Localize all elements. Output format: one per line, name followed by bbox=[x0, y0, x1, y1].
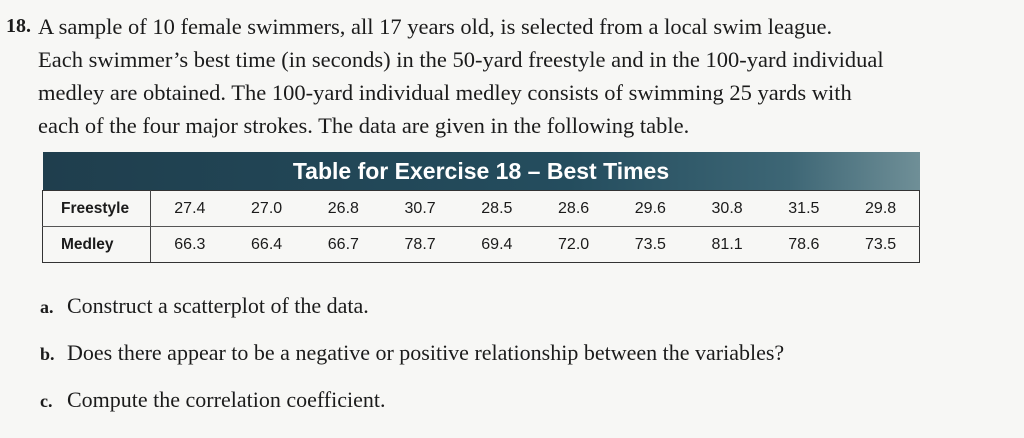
exercise-18: 18. A sample of 10 female swimmers, all … bbox=[6, 10, 911, 142]
question-text: Compute the correlation coefficient. bbox=[67, 387, 386, 412]
table-cell: 31.5 bbox=[765, 190, 843, 227]
question-letter: a. bbox=[40, 297, 54, 317]
question-list: a. Construct a scatterplot of the data. b… bbox=[40, 283, 784, 424]
table-cell: 27.0 bbox=[228, 190, 305, 227]
best-times-table: Table for Exercise 18 – Best Times Frees… bbox=[42, 152, 920, 263]
exercise-line-2: Each swimmer’s best time (in seconds) in… bbox=[38, 47, 884, 72]
table-cell: 73.5 bbox=[842, 226, 920, 263]
table-cell: 81.1 bbox=[688, 226, 766, 263]
table-cell: 78.7 bbox=[381, 226, 459, 263]
table-row-freestyle: Freestyle 27.4 27.0 26.8 30.7 28.5 28.6 … bbox=[42, 190, 920, 227]
exercise-line-3: medley are obtained. The 100-yard indivi… bbox=[38, 80, 852, 105]
question-b: b. Does there appear to be a negative or … bbox=[40, 330, 784, 377]
table-cell: 28.5 bbox=[458, 190, 536, 227]
table-cell: 27.4 bbox=[150, 190, 229, 227]
table-cell: 73.5 bbox=[611, 226, 689, 263]
data-table: Table for Exercise 18 – Best Times Frees… bbox=[42, 152, 920, 263]
table-cell: 66.7 bbox=[304, 226, 382, 263]
question-text: Construct a scatterplot of the data. bbox=[67, 293, 369, 318]
question-text: Does there appear to be a negative or po… bbox=[67, 340, 785, 365]
table-cell: 66.3 bbox=[150, 226, 229, 263]
question-c: c. Compute the correlation coefficient. bbox=[40, 377, 784, 424]
exercise-number: 18. bbox=[6, 15, 31, 37]
question-letter: b. bbox=[40, 344, 55, 364]
exercise-line-4: each of the four major strokes. The data… bbox=[38, 113, 690, 138]
table-cell: 30.7 bbox=[381, 190, 459, 227]
table-row-medley: Medley 66.3 66.4 66.7 78.7 69.4 72.0 73.… bbox=[42, 226, 920, 263]
question-a: a. Construct a scatterplot of the data. bbox=[40, 283, 784, 330]
exercise-line-1: A sample of 10 female swimmers, all 17 y… bbox=[38, 14, 833, 39]
row-label-medley: Medley bbox=[42, 226, 152, 263]
table-cell: 29.8 bbox=[842, 190, 920, 227]
table-cell: 66.4 bbox=[228, 226, 305, 263]
table-cell: 78.6 bbox=[765, 226, 843, 263]
table-cell: 72.0 bbox=[535, 226, 612, 263]
table-cell: 26.8 bbox=[304, 190, 382, 227]
table-cell: 30.8 bbox=[688, 190, 766, 227]
table-cell: 69.4 bbox=[458, 226, 536, 263]
table-cell: 28.6 bbox=[535, 190, 612, 227]
row-label-freestyle: Freestyle bbox=[42, 190, 152, 227]
table-cell: 29.6 bbox=[611, 190, 689, 227]
question-letter: c. bbox=[40, 391, 53, 411]
table-title: Table for Exercise 18 – Best Times bbox=[42, 152, 920, 191]
